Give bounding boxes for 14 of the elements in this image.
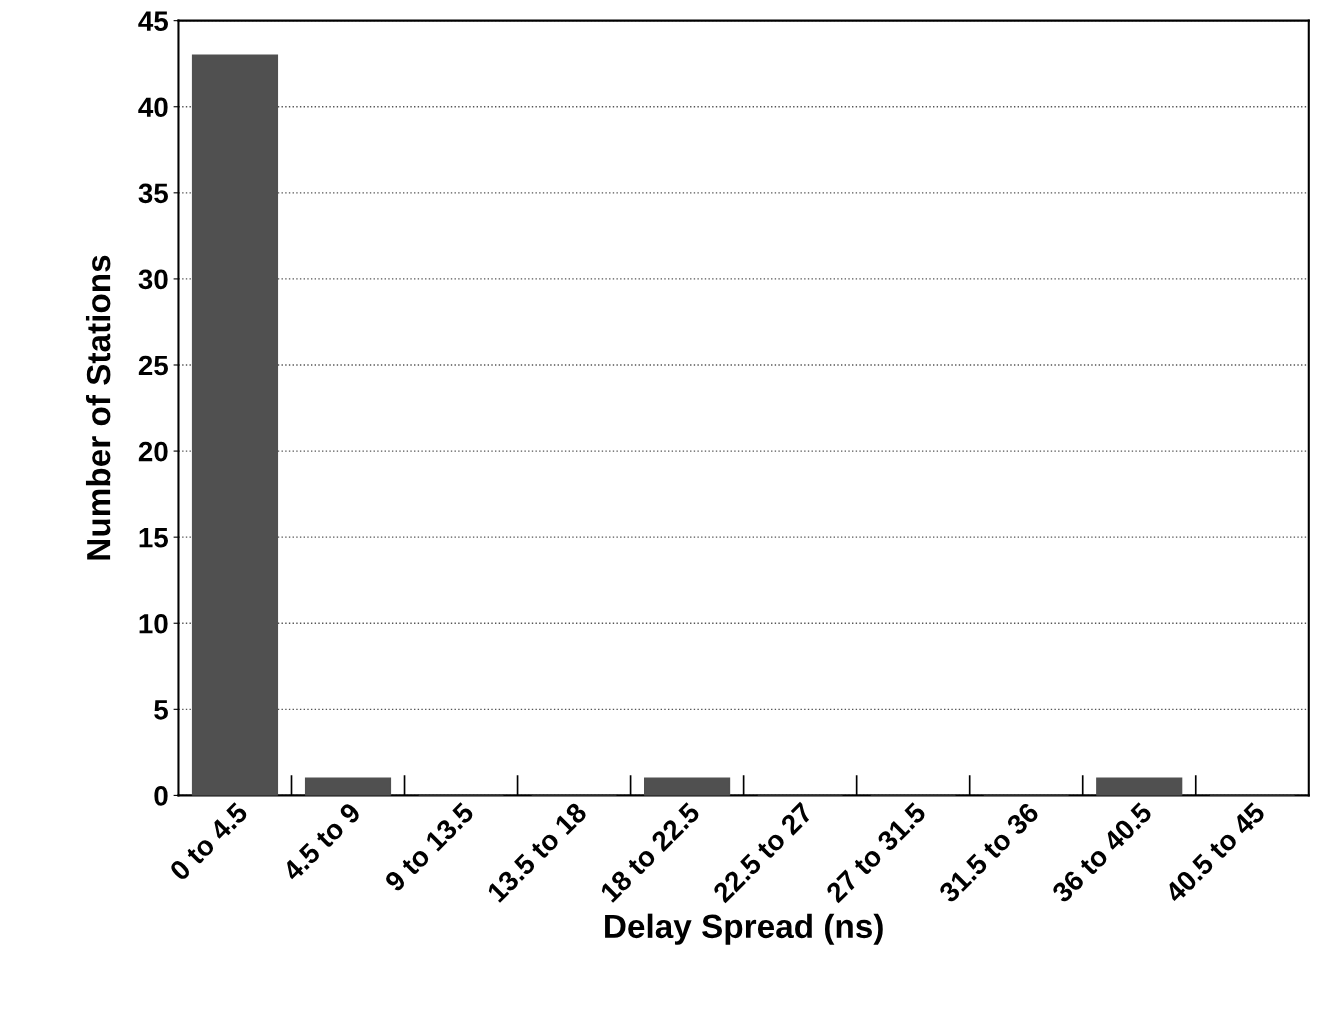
y-tick-label: 35 [138,183,168,204]
y-tick-label: 25 [138,355,168,376]
x-tick-label: 4.5 to 9 [281,801,362,883]
y-axis-title: Number of Stations [85,255,111,560]
x-tick-label: 0 to 4.5 [168,801,249,882]
y-tick-label: 40 [138,97,168,118]
y-tick-label: 0 [154,786,168,806]
y-tick-label: 30 [138,269,168,290]
y-tick-label: 10 [139,613,168,634]
y-tick-label: 45 [138,11,168,31]
y-tick-label: 15 [139,528,168,548]
y-tick-label: 5 [154,700,168,720]
x-axis-title: Delay Spread (ns) [605,913,883,945]
y-tick-label: 20 [138,441,168,462]
